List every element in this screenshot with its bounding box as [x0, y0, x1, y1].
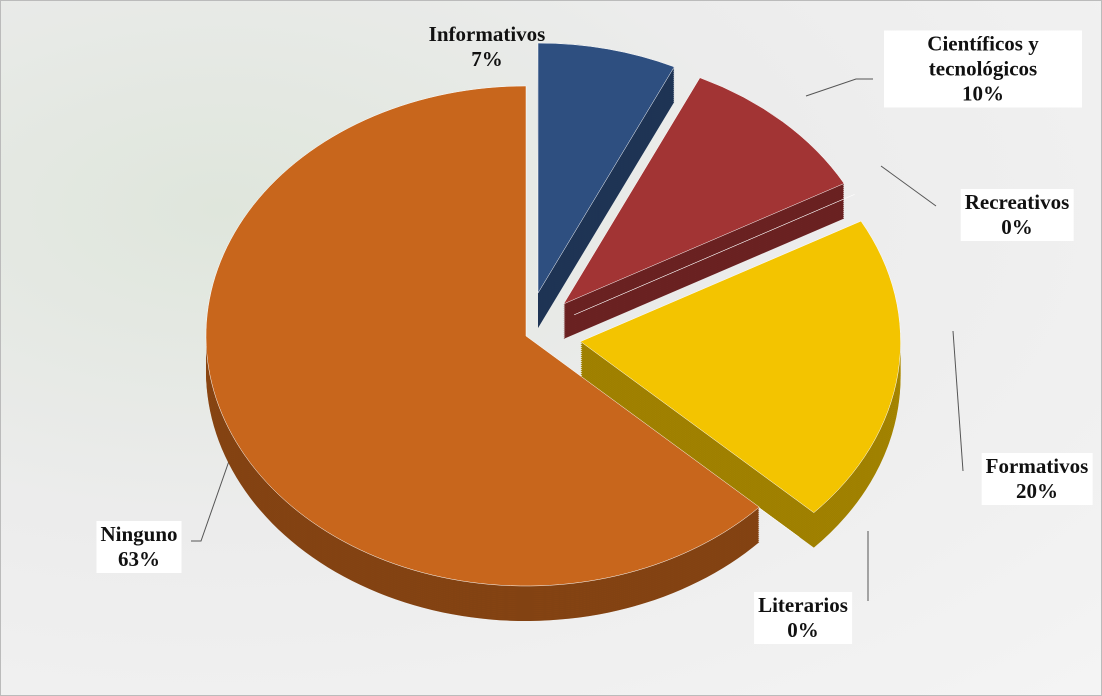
- category-label: Informativos: [428, 22, 546, 46]
- slice-side: [574, 197, 855, 318]
- data-label: Ninguno 63%: [96, 521, 182, 573]
- slice-side: [574, 199, 855, 320]
- category-label: Recreativos: [964, 190, 1070, 214]
- data-label: Científicos y tecnológicos 10%: [884, 30, 1082, 108]
- slice-side-shade: [566, 397, 800, 569]
- slice-side: [566, 373, 800, 545]
- value-label: 10%: [962, 81, 1004, 106]
- slice-side-shade: [574, 199, 855, 320]
- slice-side-shade: [566, 379, 800, 551]
- leader-line: [191, 460, 230, 542]
- category-label: Científicos y tecnológicos: [927, 31, 1039, 81]
- slice-side-shade: [566, 387, 800, 559]
- value-label: 63%: [117, 547, 160, 571]
- slice-side-shade: [566, 373, 800, 545]
- value-label: 20%: [1016, 479, 1058, 503]
- slice-side: [574, 213, 855, 334]
- leader-line: [880, 165, 937, 207]
- slice: [563, 77, 845, 305]
- slice-side-shade: [574, 207, 855, 328]
- slice-side-shade: [566, 381, 800, 553]
- slice-side: [566, 369, 800, 541]
- slice-side-shade: [574, 211, 855, 332]
- slice-side: [566, 379, 800, 551]
- slice-side: [566, 393, 800, 565]
- slice-side-shade: [566, 377, 800, 549]
- slice-side: [566, 399, 800, 571]
- slice-side: [566, 395, 800, 567]
- slice-side-shade: [566, 385, 800, 557]
- slice-side-shade: [574, 219, 855, 340]
- data-label: Literarios 0%: [754, 592, 852, 644]
- slice-side: [566, 385, 800, 557]
- slice-side: [574, 215, 855, 336]
- slice-side: [566, 391, 800, 563]
- slice-side-shade: [574, 203, 855, 324]
- slice-side-shade: [566, 371, 800, 543]
- slice-side-shade: [566, 399, 800, 571]
- slice-side-shade: [574, 215, 855, 336]
- value-label: 7%: [471, 47, 503, 71]
- slice-side: [566, 375, 800, 547]
- slice-side-shade: [574, 201, 855, 322]
- slice-side: [574, 201, 855, 322]
- slice-side: [566, 367, 800, 539]
- slice-side: [574, 223, 855, 344]
- slice-side: [574, 205, 855, 326]
- slice-side-shade: [566, 375, 800, 547]
- slice-side: [574, 209, 855, 330]
- slice-side: [574, 207, 855, 328]
- slice-side: [574, 203, 855, 324]
- slice-side: [574, 217, 855, 338]
- slice-side-shade: [566, 393, 800, 565]
- slice-side: [566, 389, 800, 561]
- slice-side: [566, 371, 800, 543]
- slice-side-shade: [574, 223, 855, 344]
- slice-side-shade: [574, 213, 855, 334]
- slice-side: [574, 221, 855, 342]
- value-label: 0%: [1001, 215, 1033, 239]
- slice-side-shade: [566, 389, 800, 561]
- data-label: Recreativos 0%: [960, 189, 1074, 241]
- data-label: Formativos 20%: [981, 453, 1093, 505]
- slice-side: [566, 397, 800, 569]
- value-label: 0%: [787, 618, 819, 642]
- slice-side: [574, 195, 855, 316]
- slice: [537, 42, 675, 294]
- slice-side-shade: [566, 401, 800, 573]
- slice-side-shade: [574, 209, 855, 330]
- slice-side-shade: [574, 195, 855, 316]
- slice-side: [566, 377, 800, 549]
- slice-side-shade: [566, 395, 800, 567]
- slice-side: [574, 219, 855, 340]
- slice-side-shade: [574, 221, 855, 342]
- slice-side-shade: [574, 217, 855, 338]
- slice-side: [566, 387, 800, 559]
- slice-side-shade: [574, 205, 855, 326]
- slice-side: [566, 381, 800, 553]
- category-label: Literarios: [758, 593, 848, 617]
- category-label: Ninguno: [100, 522, 178, 546]
- leader-line: [805, 78, 873, 97]
- slice: [580, 220, 901, 513]
- leader-lines: [191, 78, 964, 601]
- slice-side-shade: [574, 197, 855, 318]
- data-label: Informativos 7%: [425, 21, 550, 73]
- slice-side: [566, 401, 800, 573]
- category-label: Formativos: [985, 454, 1089, 478]
- slice-side-shade: [566, 391, 800, 563]
- slice: [205, 85, 760, 587]
- slice-side: [574, 211, 855, 332]
- slice-side-shade: [566, 367, 800, 539]
- slice-side: [566, 383, 800, 555]
- slice-side-shade: [566, 383, 800, 555]
- slice-side-shade: [566, 369, 800, 541]
- leader-line: [952, 330, 964, 472]
